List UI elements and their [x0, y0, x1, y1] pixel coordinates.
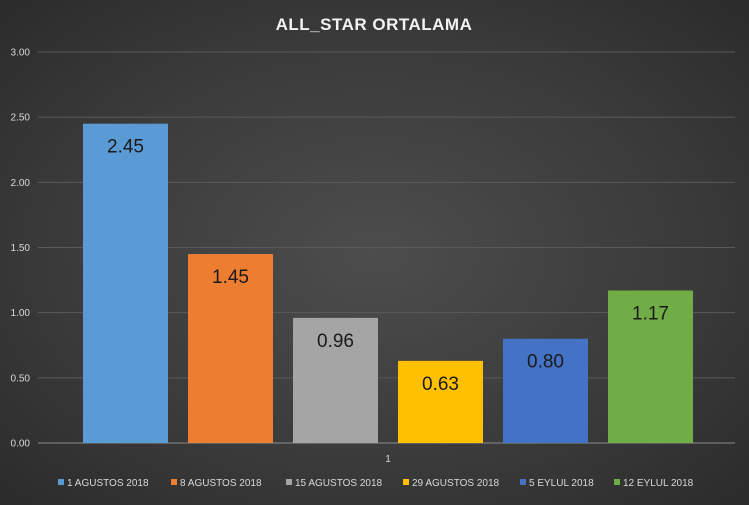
- x-tick-label: 1: [385, 454, 391, 465]
- bar: [188, 254, 273, 443]
- legend-swatch: [403, 479, 409, 485]
- y-tick-label: 0.00: [11, 439, 31, 450]
- chart-title: ALL_STAR ORTALAMA: [276, 15, 473, 34]
- y-tick-label: 2.50: [11, 113, 31, 124]
- legend-swatch: [520, 479, 526, 485]
- data-label: 0.63: [422, 374, 459, 395]
- legend-entry: 8 AGUSTOS 2018: [180, 478, 262, 489]
- bar: [293, 317, 378, 443]
- y-tick-label: 3.00: [11, 48, 31, 59]
- x-axis: 1: [385, 454, 391, 465]
- data-label: 0.96: [317, 331, 354, 352]
- bar: [608, 290, 693, 443]
- legend-swatch: [171, 479, 177, 485]
- y-tick-label: 1.00: [11, 308, 31, 319]
- data-label: 0.80: [527, 352, 564, 373]
- bar: [398, 360, 483, 443]
- legend-entry: 12 EYLUL 2018: [623, 478, 694, 489]
- legend-swatch: [58, 479, 64, 485]
- legend-entry: 5 EYLUL 2018: [529, 478, 594, 489]
- legend: 1 AGUSTOS 2018 8 AGUSTOS 2018 15 AGUSTOS 2…: [58, 478, 694, 489]
- legend-entry: 1 AGUSTOS 2018: [67, 478, 149, 489]
- y-tick-label: 2.00: [11, 178, 31, 189]
- bar: [83, 123, 168, 443]
- y-axis: 0.00 0.50 1.00 1.50 2.00 2.50 3.00: [11, 48, 31, 450]
- y-tick-label: 1.50: [11, 243, 31, 254]
- legend-swatch: [286, 479, 292, 485]
- bar: [503, 338, 588, 443]
- legend-entry: 15 AGUSTOS 2018: [295, 478, 383, 489]
- data-label: 1.45: [212, 267, 249, 288]
- legend-entry: 29 AGUSTOS 2018: [412, 478, 500, 489]
- legend-swatch: [614, 479, 620, 485]
- y-tick-label: 0.50: [11, 373, 31, 384]
- bars: 2.45 1.45 0.96 0.63 0.80 1.17: [83, 123, 693, 443]
- data-label: 2.45: [107, 137, 144, 158]
- data-label: 1.17: [632, 304, 669, 325]
